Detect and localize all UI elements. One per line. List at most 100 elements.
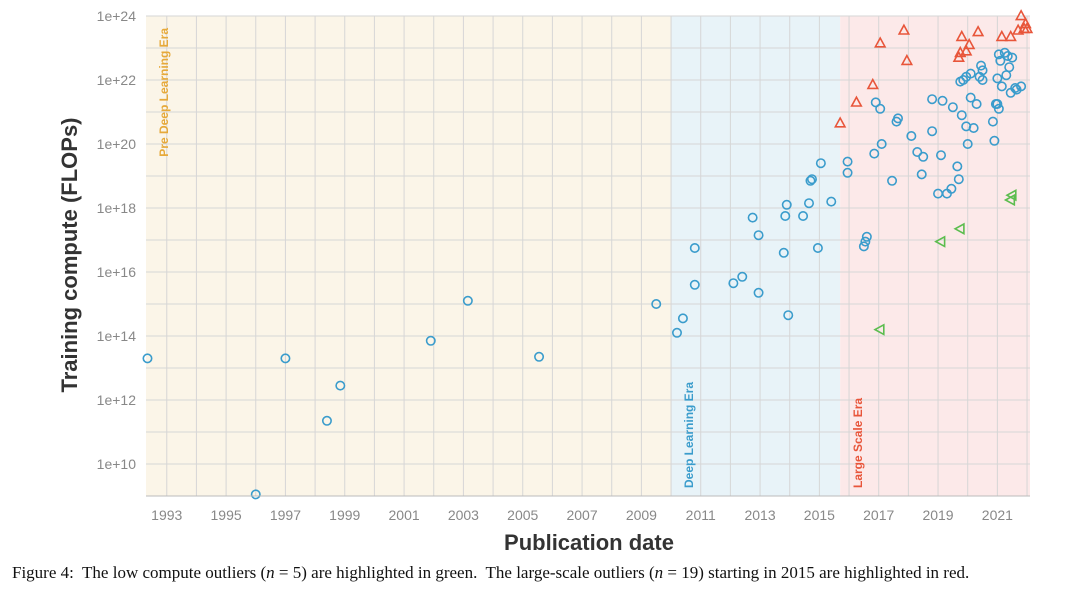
y-tick-label: 1e+10 (97, 456, 137, 472)
point-0 (677, 313, 688, 324)
grid-lines (146, 15, 1030, 497)
caption-n-2: n (654, 563, 664, 582)
point-0 (783, 310, 794, 321)
point-0 (1016, 81, 1027, 92)
point-2 (963, 37, 976, 50)
point-0 (1010, 83, 1021, 94)
x-axis-title: Publication date (504, 530, 674, 555)
data-points (142, 9, 1034, 500)
x-tick-label: 2019 (922, 507, 953, 523)
point-0 (965, 92, 976, 103)
point-2 (897, 23, 911, 35)
point-0 (976, 60, 987, 71)
point-0 (952, 161, 963, 172)
point-0 (992, 99, 1003, 110)
y-axis-title: Training compute (FLOPs) (57, 117, 82, 392)
point-0 (989, 135, 1000, 146)
x-tick-label: 2001 (389, 507, 420, 523)
era-label-1: Deep Learning Era (682, 382, 696, 488)
point-2 (866, 77, 879, 90)
point-0 (946, 183, 957, 194)
point-0 (987, 116, 998, 127)
point-0 (937, 95, 948, 106)
caption-n-1: n (266, 563, 275, 582)
point-0 (747, 212, 758, 223)
point-0 (869, 148, 880, 159)
point-0 (912, 147, 923, 158)
point-0 (781, 199, 792, 210)
point-0 (689, 279, 700, 290)
point-0 (803, 198, 814, 209)
point-0 (812, 243, 823, 254)
point-0 (534, 351, 545, 362)
y-tick-label: 1e+12 (97, 392, 137, 408)
point-0 (842, 167, 853, 178)
era-labels: Pre Deep Learning Era Deep Learning Era La… (157, 28, 865, 488)
point-0 (892, 113, 903, 124)
point-2 (995, 29, 1008, 42)
point-1 (873, 323, 885, 336)
point-0 (916, 169, 927, 180)
point-0 (965, 68, 976, 79)
point-0 (875, 103, 886, 114)
point-0 (996, 81, 1007, 92)
point-0 (815, 158, 826, 169)
point-0 (999, 47, 1010, 58)
point-0 (958, 75, 969, 86)
point-0 (992, 73, 1003, 84)
point-0 (425, 335, 436, 346)
compute-scatter-chart: Pre Deep Learning Era Deep Learning Era La… (57, 8, 1034, 555)
point-0 (927, 126, 938, 137)
point-2 (1020, 21, 1034, 34)
point-2 (1014, 9, 1028, 21)
x-tick-label: 2007 (566, 507, 597, 523)
y-tick-label: 1e+14 (97, 328, 137, 344)
point-1 (934, 235, 946, 248)
caption-end: = 19) starting in 2015 are highlighted i… (663, 563, 970, 582)
point-0 (936, 150, 947, 161)
point-2 (971, 25, 985, 37)
point-0 (887, 175, 898, 186)
point-0 (737, 271, 748, 282)
y-tick-label: 1e+22 (97, 72, 137, 88)
y-tick-label: 1e+20 (97, 136, 137, 152)
x-tick-label: 2005 (507, 507, 538, 523)
y-tick-labels: 1e+10 1e+12 1e+14 1e+16 1e+18 1e+20 1e+22 1e+24 (97, 8, 137, 472)
x-tick-label: 2015 (804, 507, 835, 523)
point-0 (321, 415, 332, 426)
point-0 (753, 230, 764, 241)
point-0 (651, 298, 662, 309)
era-bands (146, 16, 1030, 496)
point-0 (842, 156, 853, 167)
point-2 (850, 95, 863, 107)
caption-middle: = 5) are highlighted in green. The large… (274, 563, 655, 582)
figure-caption: Figure 4: The low compute outliers (n = … (12, 562, 1070, 583)
point-0 (995, 55, 1006, 66)
point-0 (962, 139, 973, 150)
point-2 (834, 116, 847, 128)
x-tick-label: 2013 (744, 507, 775, 523)
x-tick-label: 2021 (982, 507, 1013, 523)
x-tick-label: 2017 (863, 507, 894, 523)
point-0 (1007, 52, 1018, 63)
point-0 (860, 236, 871, 247)
point-0 (953, 174, 964, 185)
point-0 (826, 196, 837, 207)
point-0 (947, 102, 958, 113)
point-0 (906, 131, 917, 142)
point-0 (798, 211, 809, 222)
point-0 (861, 231, 872, 242)
x-tick-labels: 1993 1995 1997 1999 2001 2003 2005 2007 2009 2011… (151, 507, 1013, 523)
point-0 (780, 211, 791, 222)
point-0 (858, 241, 869, 252)
x-tick-label: 2003 (448, 507, 479, 523)
x-tick-label: 1999 (329, 507, 360, 523)
point-0 (728, 278, 739, 289)
point-0 (335, 380, 346, 391)
point-1 (1005, 189, 1017, 202)
point-0 (971, 99, 982, 110)
point-0 (977, 75, 988, 86)
point-0 (918, 151, 929, 162)
era-band-0 (146, 16, 672, 496)
point-0 (805, 175, 816, 186)
